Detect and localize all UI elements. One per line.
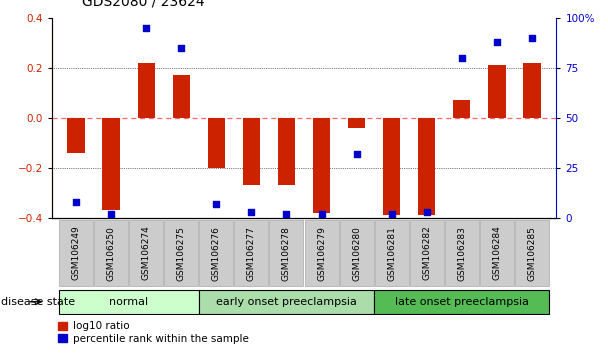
Point (282, 211, 291, 217)
Text: early onset preeclampsia: early onset preeclampsia (216, 297, 357, 307)
Bar (515, 220, 549, 286)
Text: disease state: disease state (1, 297, 75, 307)
Point (492, 39, 502, 45)
Bar (164, 220, 198, 286)
Bar (130, 220, 164, 286)
Point (212, 201, 221, 206)
Point (527, 35, 537, 41)
Bar (243, 118, 260, 185)
Bar (523, 63, 541, 118)
Text: GSM106249: GSM106249 (72, 226, 81, 280)
Bar (94, 220, 128, 286)
Text: GSM106277: GSM106277 (247, 225, 256, 281)
Bar (313, 118, 330, 213)
Bar (453, 100, 471, 118)
Point (422, 209, 432, 215)
Text: GSM106278: GSM106278 (282, 225, 291, 281)
Bar (207, 118, 225, 168)
Bar (137, 63, 155, 118)
Text: GSM106280: GSM106280 (352, 225, 361, 281)
Text: GSM106284: GSM106284 (492, 226, 501, 280)
Point (351, 151, 361, 156)
Bar (67, 118, 85, 153)
Text: GSM106276: GSM106276 (212, 225, 221, 281)
Point (176, 45, 186, 51)
Text: GSM106275: GSM106275 (177, 225, 186, 281)
Bar (418, 118, 435, 215)
Bar (199, 290, 374, 314)
Bar (383, 118, 401, 215)
Bar (340, 220, 373, 286)
Text: GSM106274: GSM106274 (142, 226, 151, 280)
Bar (235, 220, 268, 286)
Bar (59, 290, 199, 314)
Point (71, 199, 81, 205)
Point (106, 211, 116, 217)
Bar (59, 220, 93, 286)
Point (457, 55, 466, 61)
Bar (488, 65, 505, 118)
Text: late onset preeclampsia: late onset preeclampsia (395, 297, 529, 307)
Bar (374, 290, 549, 314)
Bar (103, 118, 120, 210)
Text: GSM106279: GSM106279 (317, 225, 326, 281)
Bar (410, 220, 444, 286)
Point (387, 211, 396, 217)
Bar (269, 220, 303, 286)
Bar (480, 220, 514, 286)
Bar (375, 220, 409, 286)
Text: GDS2080 / 23624: GDS2080 / 23624 (82, 0, 205, 9)
Bar (348, 118, 365, 128)
Legend: log10 ratio, percentile rank within the sample: log10 ratio, percentile rank within the … (57, 320, 249, 345)
Text: GSM106283: GSM106283 (457, 225, 466, 281)
Bar (199, 220, 233, 286)
Point (142, 25, 151, 30)
Bar (173, 75, 190, 118)
Bar (305, 220, 339, 286)
Point (317, 211, 326, 217)
Text: normal: normal (109, 297, 148, 307)
Point (247, 209, 257, 215)
Text: GSM106282: GSM106282 (422, 226, 431, 280)
Bar (444, 220, 478, 286)
Text: GSM106250: GSM106250 (107, 225, 116, 281)
Text: GSM106281: GSM106281 (387, 225, 396, 281)
Text: GSM106285: GSM106285 (527, 225, 536, 281)
Bar (278, 118, 295, 185)
